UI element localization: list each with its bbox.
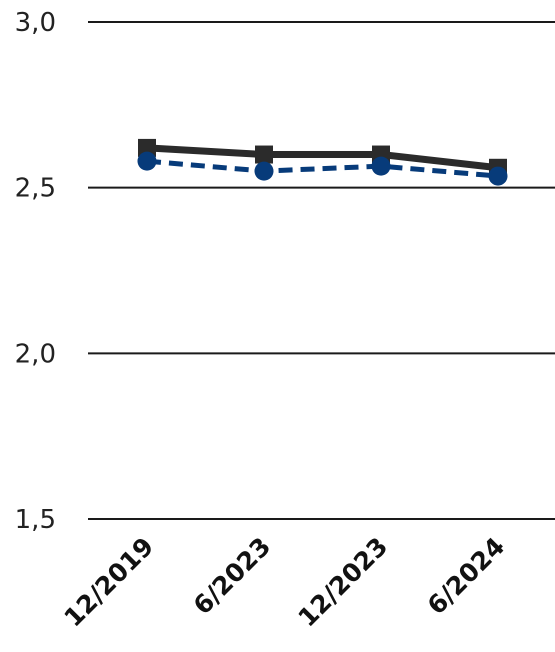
x-axis-tick-labels: 12/2019 6/2023 12/2023 6/2024	[58, 532, 510, 633]
y-tick-label: 2,0	[15, 339, 56, 369]
series-1-point	[254, 161, 274, 181]
series-1-point	[137, 151, 157, 171]
series-0-line	[146, 144, 499, 172]
series-1-point	[371, 156, 391, 176]
series-1-point	[488, 166, 508, 186]
gridlines	[88, 21, 555, 520]
y-tick-label: 2,5	[15, 174, 56, 204]
x-tick-label: 6/2024	[422, 532, 510, 620]
series-1-line	[146, 158, 499, 179]
x-tick-label: 6/2023	[188, 532, 276, 620]
series-0-point	[255, 145, 273, 164]
series-lines	[146, 144, 499, 179]
series-0-point	[138, 138, 156, 157]
y-tick-label: 3,0	[15, 8, 56, 38]
x-tick-label: 12/2023	[292, 532, 393, 633]
x-tick-label: 12/2019	[58, 532, 159, 633]
series-markers	[137, 138, 508, 186]
y-axis-tick-labels: 3,0 2,5 2,0 1,5	[15, 8, 56, 535]
y-tick-label: 1,5	[15, 505, 56, 535]
